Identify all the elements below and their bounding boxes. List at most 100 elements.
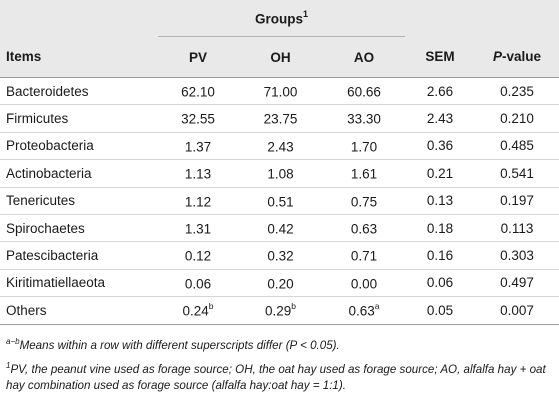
cell-sem: 0.21 [405,159,476,188]
footnote-superscripts-text: Means within a row with different supers… [19,338,340,352]
cell-item-value: Others [6,302,47,318]
cell-ao: 1.61 [323,159,406,188]
footnote-marker-ab: a−b [6,336,20,346]
cell-p-value: 0.197 [475,186,559,215]
results-table-container: Groups1 Items PV OH AO SEM P-value Bacte… [0,0,559,395]
cell-p-value-value: 0.113 [500,220,534,236]
cell-sem-value: 0.13 [426,193,454,209]
group-header-row: Groups1 [0,0,559,37]
cell-item: Bacteroidetes [0,76,158,105]
cell-sem: 2.43 [405,104,476,133]
cell-p-value-value: 0.485 [500,138,534,154]
table-row: Tenericutes 1.12 0.51 0.75 0.13 0.197 [0,186,559,215]
cell-item-value: Spirochaetes [6,220,85,236]
cell-item: Proteobacteria [0,131,158,160]
cell-p-value-value: 0.210 [500,111,534,127]
cell-pv-value: 0.24 [182,303,209,319]
cell-pv: 0.12 [158,241,238,270]
cell-pv: 1.37 [158,131,238,160]
cell-pv-superscript: b [208,301,214,312]
cell-item: Kiritimatiellaeota [0,268,158,297]
table-row: Proteobacteria 1.37 2.43 1.70 0.36 0.485 [0,131,559,160]
column-header-oh: OH [238,36,323,78]
table-row: Others 0.24b 0.29b 0.63a 0.05 0.007 [0,296,559,325]
cell-oh-value: 23.75 [263,111,298,127]
cell-pv-value: 0.06 [184,276,212,292]
cell-sem: 0.16 [405,241,476,270]
cell-oh-value: 2.43 [267,139,294,155]
cell-sem: 0.18 [405,213,476,242]
cell-p-value-value: 0.541 [500,165,534,181]
cell-ao-value: 1.61 [350,166,378,182]
cell-item: Actinobacteria [0,159,158,188]
cell-sem-value: 0.21 [426,165,454,181]
cell-oh-value: 0.29 [264,303,292,319]
cell-ao: 0.63a [323,296,406,325]
cell-pv: 0.24b [158,296,238,325]
column-header-sem: SEM [405,36,476,78]
cell-ao: 0.00 [323,268,406,297]
cell-p-value-value: 0.497 [500,275,534,291]
table-row: Spirochaetes 1.31 0.42 0.63 0.18 0.113 [0,213,559,242]
cell-pv-value: 32.55 [181,111,215,127]
cell-item: Tenericutes [0,186,158,215]
column-header-p-value: P-value [475,36,559,78]
cell-pv: 1.31 [158,213,238,242]
cell-p-value: 0.303 [475,241,559,270]
cell-pv: 1.12 [158,186,238,215]
cell-pv-value: 1.12 [184,194,212,209]
cell-item: Firmicutes [0,104,158,133]
cell-p-value-value: 0.303 [500,248,534,264]
cell-ao-value: 0.00 [350,276,378,292]
cell-p-value-value: 0.007 [500,302,534,318]
groups-header-label: Groups [254,11,303,27]
table-row: Actinobacteria 1.13 1.08 1.61 0.21 0.541 [0,159,559,188]
cell-ao-value: 0.63 [348,303,375,319]
cell-item-value: Patescibacteria [6,248,99,264]
cell-p-value: 0.235 [475,76,559,105]
cell-oh-superscript: b [291,301,296,312]
footnote-group-definitions: 1PV, the peanut vine used as forage sour… [6,358,553,395]
table-row: Firmicutes 32.55 23.75 33.30 2.43 0.210 [0,104,559,133]
cell-oh-value: 0.51 [267,194,294,209]
cell-ao-superscript: a [374,301,380,312]
cell-p-value: 0.113 [475,213,559,242]
cell-item: Patescibacteria [0,241,158,270]
column-header-pv: PV [158,36,238,78]
cell-sem-value: 0.06 [426,275,454,291]
cell-pv: 0.06 [158,268,238,297]
table-footnotes: a−bMeans within a row with different sup… [0,325,559,395]
cell-ao-value: 60.66 [347,84,381,100]
cell-oh: 0.32 [238,241,323,270]
cell-oh-value: 0.20 [267,276,294,292]
column-header-ao: AO [323,36,406,78]
footnote-superscripts: a−bMeans within a row with different sup… [6,334,553,354]
cell-oh: 2.43 [238,131,323,160]
cell-sem-value: 0.05 [426,302,454,318]
cell-ao: 1.70 [323,131,406,160]
cell-item-value: Proteobacteria [6,138,94,154]
cell-ao: 0.75 [323,186,406,215]
cell-item-value: Kiritimatiellaeota [6,275,106,291]
p-value-suffix: -value [502,49,542,65]
cell-oh: 71.00 [238,76,323,105]
cell-sem: 0.13 [405,186,476,215]
table-header: Groups1 Items PV OH AO SEM P-value [0,0,559,78]
cell-oh: 0.42 [238,213,323,242]
cell-ao: 0.63 [323,213,406,242]
table-row: Bacteroidetes 62.10 71.00 60.66 2.66 0.235 [0,76,559,105]
cell-sem: 2.66 [405,76,476,105]
table-body: Bacteroidetes 62.10 71.00 60.66 2.66 0.235 Fir… [0,76,559,325]
cell-item-value: Actinobacteria [6,165,92,181]
cell-pv-value: 62.10 [181,84,215,100]
cell-ao: 33.30 [323,104,406,133]
group-header-spacer [405,0,476,37]
cell-sem-value: 2.43 [426,111,454,127]
cell-oh: 23.75 [238,104,323,133]
cell-ao-value: 1.70 [350,139,378,155]
cell-sem-value: 0.18 [426,220,454,236]
cell-item-value: Bacteroidetes [6,83,89,99]
cell-p-value: 0.497 [475,268,559,297]
cell-pv: 62.10 [158,76,238,105]
cell-pv: 1.13 [158,159,238,188]
